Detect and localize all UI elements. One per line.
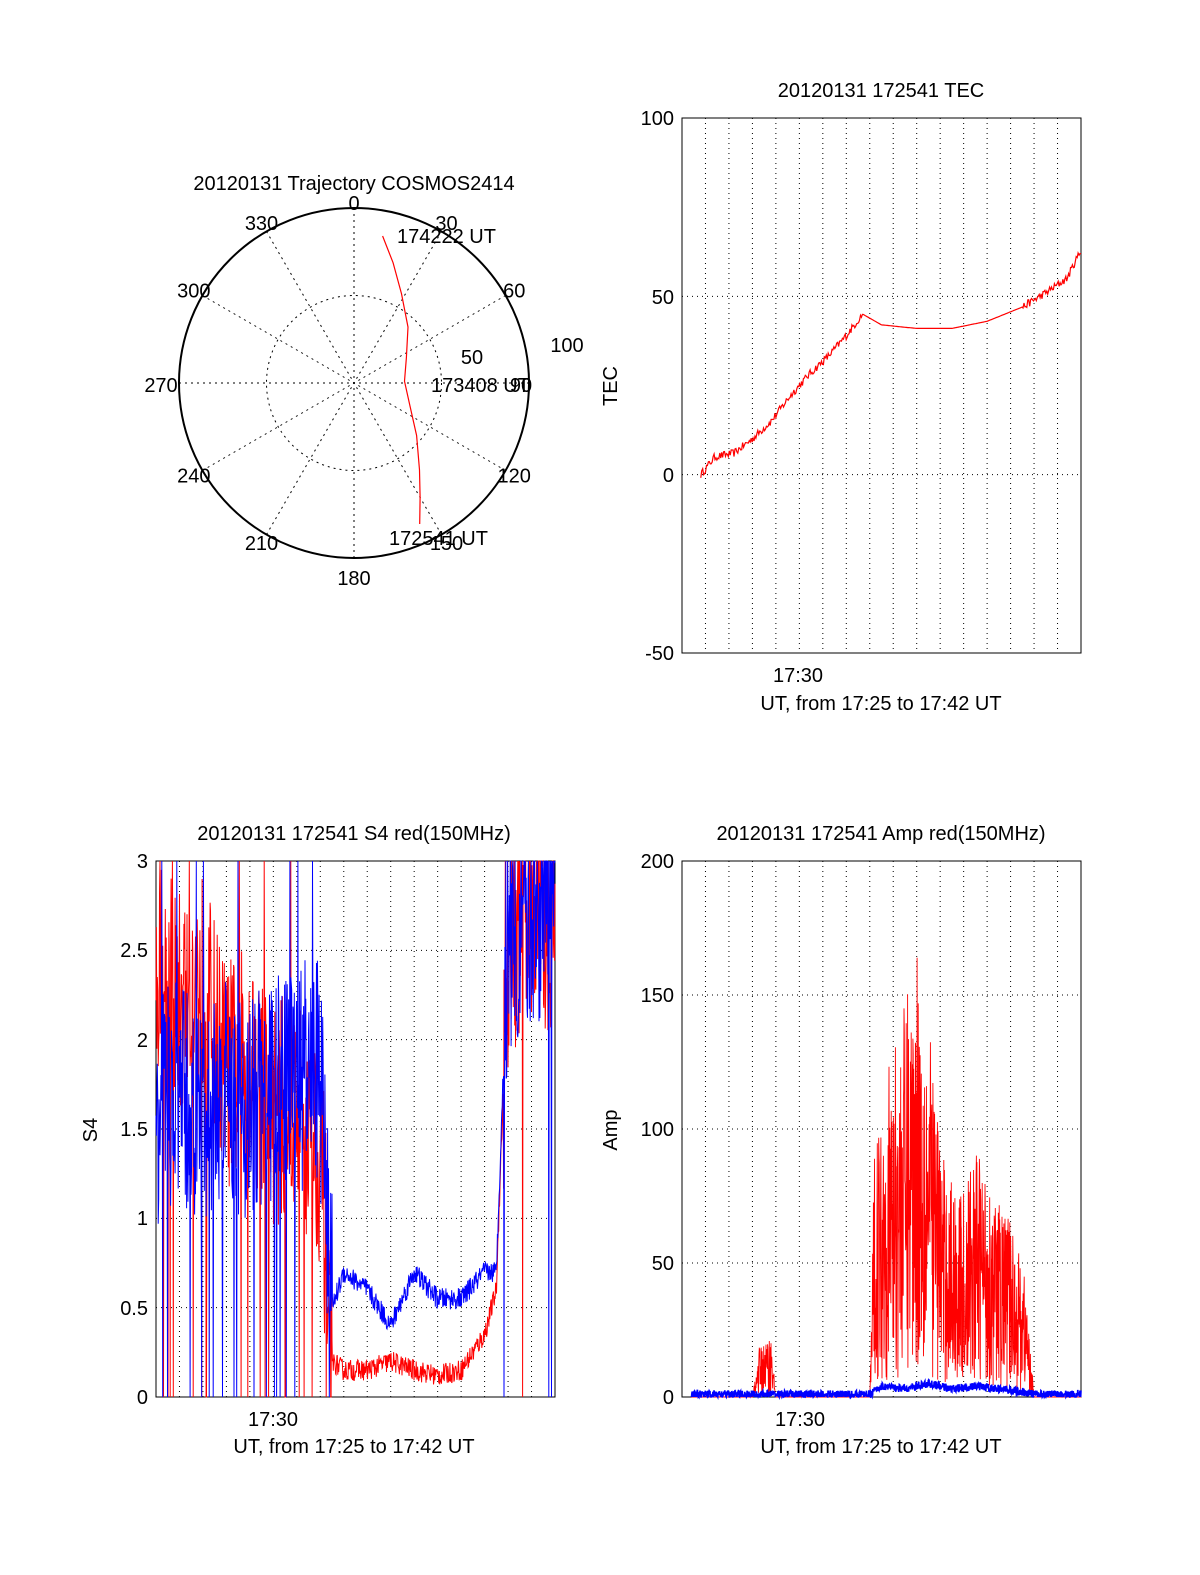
- amp-title: 20120131 172541 Amp red(150MHz): [716, 823, 1045, 845]
- s4-ytick-2.5: 2.5: [120, 940, 148, 962]
- amp-traces: [690, 957, 1082, 1401]
- tec-xlabel: UT, from 17:25 to 17:42 UT: [760, 693, 1001, 715]
- polar-azimuth-label-330: 330: [245, 213, 278, 235]
- tec-ytick-0: 0: [663, 465, 674, 487]
- trajectory-end-label: 174222 UT: [397, 226, 496, 248]
- polar-azimuth-label-270: 270: [144, 375, 177, 397]
- trajectory-start-label: 172541 UT: [389, 528, 488, 550]
- tec-title: 20120131 172541 TEC: [778, 80, 984, 102]
- tec-ytick-100: 100: [641, 108, 674, 130]
- tec-panel: 20120131 172541 TEC 100 50 0 -50 17:30 U…: [600, 80, 1082, 715]
- polar-azimuth-label-0: 0: [348, 193, 359, 215]
- s4-ytick-0.5: 0.5: [120, 1298, 148, 1320]
- amp-series-red: [691, 957, 1081, 1398]
- tec-ytick-minus50: -50: [645, 643, 674, 665]
- s4-ytick-1.5: 1.5: [120, 1119, 148, 1141]
- amp-ytick-200: 200: [641, 851, 674, 873]
- s4-series-blue: [155, 860, 556, 1398]
- s4-title: 20120131 172541 S4 red(150MHz): [197, 823, 511, 845]
- polar-azimuth-label-30: 30: [435, 213, 457, 235]
- tec-ytick-50: 50: [652, 287, 674, 309]
- s4-ytick-3: 3: [137, 851, 148, 873]
- polar-azimuth-label-150: 150: [430, 533, 463, 555]
- s4-ytick-0: 0: [137, 1387, 148, 1409]
- s4-ylabel: S4: [80, 1118, 102, 1142]
- s4-traces: [155, 860, 556, 1398]
- tec-series-red: [700, 251, 1081, 478]
- amp-ytick-0: 0: [663, 1387, 674, 1409]
- s4-series-red: [155, 860, 556, 1398]
- s4-panel: 20120131 172541 S4 red(150MHz) 3 2.5 2 1…: [80, 823, 556, 1458]
- polar-azimuth-label-300: 300: [177, 281, 210, 303]
- s4-ytick-1: 1: [137, 1208, 148, 1230]
- polar-azimuth-labels: 0 30 60 90 120 150 180 210 240 270 300 330: [144, 193, 532, 590]
- trajectory-mid-label: 173408 UT: [431, 375, 530, 397]
- polar-spokes: [179, 208, 529, 558]
- s4-ytick-2: 2: [137, 1030, 148, 1052]
- amp-ytick-100: 100: [641, 1119, 674, 1141]
- amp-ytick-50: 50: [652, 1253, 674, 1275]
- amp-xtick-1730: 17:30: [775, 1409, 825, 1431]
- polar-azimuth-label-120: 120: [498, 466, 531, 488]
- polar-ring-50: [266, 295, 442, 471]
- polar-radial-label-50: 50: [461, 347, 483, 369]
- trajectory-line: [382, 235, 421, 525]
- polar-azimuth-label-180: 180: [337, 568, 370, 590]
- polar-azimuth-label-90: 90: [510, 375, 532, 397]
- polar-title: 20120131 Trajectory COSMOS2414: [193, 173, 514, 195]
- polar-panel: 20120131 Trajectory COSMOS2414 0 30 60 90 12…: [144, 173, 583, 590]
- polar-azimuth-label-210: 210: [245, 533, 278, 555]
- polar-azimuth-label-240: 240: [177, 466, 210, 488]
- polar-grid: [178, 207, 530, 559]
- amp-xlabel: UT, from 17:25 to 17:42 UT: [760, 1436, 1001, 1458]
- amp-ylabel: Amp: [600, 1109, 622, 1150]
- tec-xtick-1730: 17:30: [773, 665, 823, 687]
- tec-plot-frame: [681, 117, 1082, 654]
- polar-spoke-150: [266, 231, 442, 535]
- s4-xlabel: UT, from 17:25 to 17:42 UT: [233, 1436, 474, 1458]
- amp-ytick-150: 150: [641, 985, 674, 1007]
- tec-ylabel: TEC: [600, 366, 622, 406]
- polar-azimuth-label-60: 60: [503, 281, 525, 303]
- tec-grid: [682, 118, 1081, 653]
- polar-radial-label-100: 100: [550, 335, 583, 357]
- amp-series-blue: [690, 1378, 1082, 1401]
- amp-panel: 20120131 172541 Amp red(150MHz) 200 150 …: [600, 823, 1082, 1458]
- s4-xtick-1730: 17:30: [248, 1409, 298, 1431]
